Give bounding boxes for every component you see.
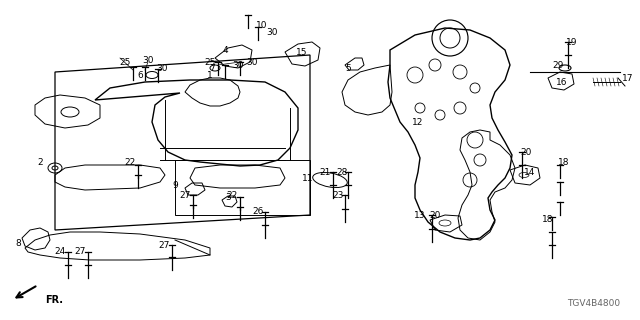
Text: 18: 18 (542, 215, 554, 225)
Text: 11: 11 (302, 173, 314, 182)
Text: 19: 19 (566, 37, 578, 46)
Text: 7: 7 (209, 63, 215, 73)
Text: 1: 1 (207, 70, 213, 79)
Text: 2: 2 (37, 157, 43, 166)
Text: FR.: FR. (45, 295, 63, 305)
Text: 25: 25 (204, 58, 216, 67)
Text: 20: 20 (520, 148, 532, 156)
Text: 24: 24 (54, 247, 66, 257)
Text: 27: 27 (158, 241, 170, 250)
Text: 29: 29 (552, 60, 564, 69)
Text: 12: 12 (412, 117, 424, 126)
Text: TGV4B4800: TGV4B4800 (567, 299, 620, 308)
Text: 9: 9 (172, 180, 178, 189)
Text: 26: 26 (252, 207, 264, 217)
Text: 13: 13 (414, 211, 426, 220)
Text: 30: 30 (142, 55, 154, 65)
Text: 30: 30 (232, 60, 244, 69)
Text: 27: 27 (179, 190, 191, 199)
Text: 16: 16 (556, 77, 568, 86)
Text: 27: 27 (74, 247, 86, 257)
Text: 15: 15 (296, 47, 308, 57)
Text: 28: 28 (336, 167, 348, 177)
Text: 14: 14 (524, 167, 536, 177)
Text: 3: 3 (225, 194, 231, 203)
Text: 10: 10 (256, 20, 268, 29)
Bar (175, 160, 310, 215)
Text: 20: 20 (429, 211, 441, 220)
Text: 30: 30 (156, 63, 168, 73)
Text: 17: 17 (622, 74, 634, 83)
Text: 18: 18 (558, 157, 570, 166)
Text: 21: 21 (319, 167, 331, 177)
Text: 4: 4 (222, 45, 228, 54)
Text: 23: 23 (332, 190, 344, 199)
Text: 22: 22 (124, 157, 136, 166)
Text: 25: 25 (119, 58, 131, 67)
Text: 22: 22 (227, 190, 237, 199)
Text: 8: 8 (15, 239, 21, 249)
Text: 30: 30 (266, 28, 278, 36)
Text: 6: 6 (137, 70, 143, 79)
Text: 30: 30 (246, 58, 258, 67)
Text: 5: 5 (345, 63, 351, 73)
